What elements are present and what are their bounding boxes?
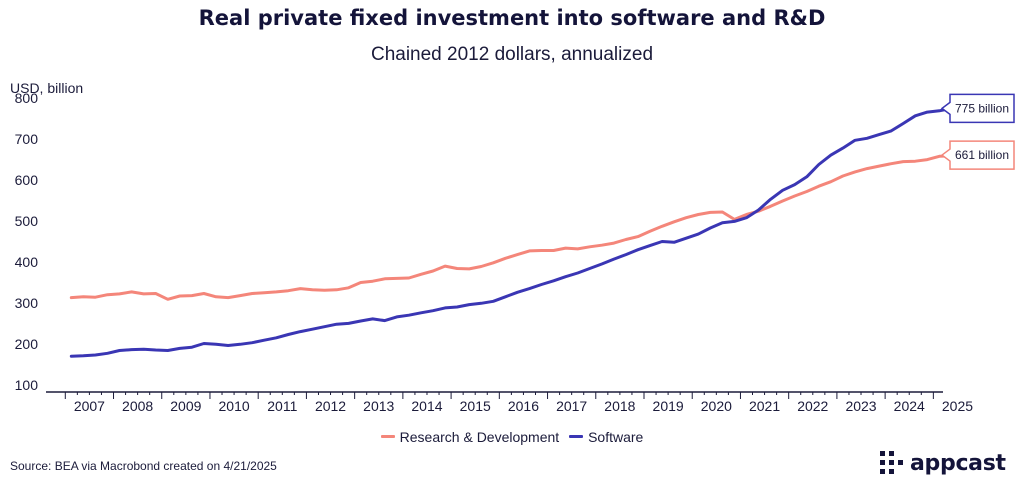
y-tick-label-700: 700 (15, 131, 39, 147)
x-tick-label-2012: 2012 (315, 398, 346, 414)
legend-item-rd: Research & Development (380, 428, 560, 445)
x-tick-label-2019: 2019 (653, 398, 684, 414)
chart-subtitle: Chained 2012 dollars, annualized (370, 44, 654, 65)
x-tick-label-2008: 2008 (122, 398, 153, 414)
y-tick-label-600: 600 (15, 172, 39, 188)
x-tick-label-2011: 2011 (267, 398, 297, 414)
x-tick-label-2024: 2024 (894, 398, 925, 414)
end-label-rd: 661 billion (955, 148, 1009, 162)
y-axis-label: USD, billion (10, 80, 83, 96)
appcast-wordmark: appcast (910, 450, 1006, 476)
x-tick-label-2018: 2018 (604, 398, 635, 414)
x-tick-label-2013: 2013 (363, 398, 394, 414)
end-label-box-software (940, 93, 1015, 124)
y-tick-label-400: 400 (15, 254, 39, 270)
x-tick-label-2007: 2007 (74, 398, 105, 414)
end-label-software: 775 billion (955, 101, 1009, 115)
legend-item-software: Software (569, 429, 643, 445)
y-tick-label-100: 100 (15, 377, 39, 393)
x-tick-label-2015: 2015 (460, 398, 491, 414)
y-tick-label-500: 500 (15, 213, 39, 229)
appcast-dots-icon (880, 451, 903, 474)
x-tick-label-2010: 2010 (219, 398, 250, 414)
end-label-box-rd (940, 140, 1015, 170)
x-tick-label-2016: 2016 (508, 398, 539, 414)
source-note: Source: BEA via Macrobond created on 4/2… (10, 459, 277, 473)
x-tick-label-2017: 2017 (556, 398, 587, 414)
legend-swatch-rd (380, 435, 395, 438)
legend-swatch-software (569, 435, 584, 438)
y-tick-label-300: 300 (15, 295, 39, 311)
x-tick-label-2009: 2009 (170, 398, 201, 414)
series-line-software (69, 106, 953, 358)
x-tick-label-2022: 2022 (797, 398, 828, 414)
y-tick-label-200: 200 (15, 336, 39, 352)
x-tick-label-2023: 2023 (845, 398, 876, 414)
x-tick-label-2014: 2014 (411, 398, 442, 414)
series-line-rd (69, 151, 978, 301)
x-tick-label-2020: 2020 (701, 398, 732, 414)
legend-label-software: Software (588, 428, 644, 445)
line-chart: USD, billion 100 200 300 400 500 600 700 800 2007… (10, 80, 1015, 414)
x-tick-label-2025: 2025 (942, 398, 973, 414)
chart-title: Real private fixed investment into softw… (198, 6, 826, 30)
appcast-logo: appcast (880, 449, 1006, 477)
legend-label-rd: Research & Development (399, 428, 560, 445)
x-tick-label-2021: 2021 (749, 398, 780, 414)
y-tick-label-800: 800 (15, 90, 39, 106)
legend: Research & Development Software (0, 425, 1024, 445)
